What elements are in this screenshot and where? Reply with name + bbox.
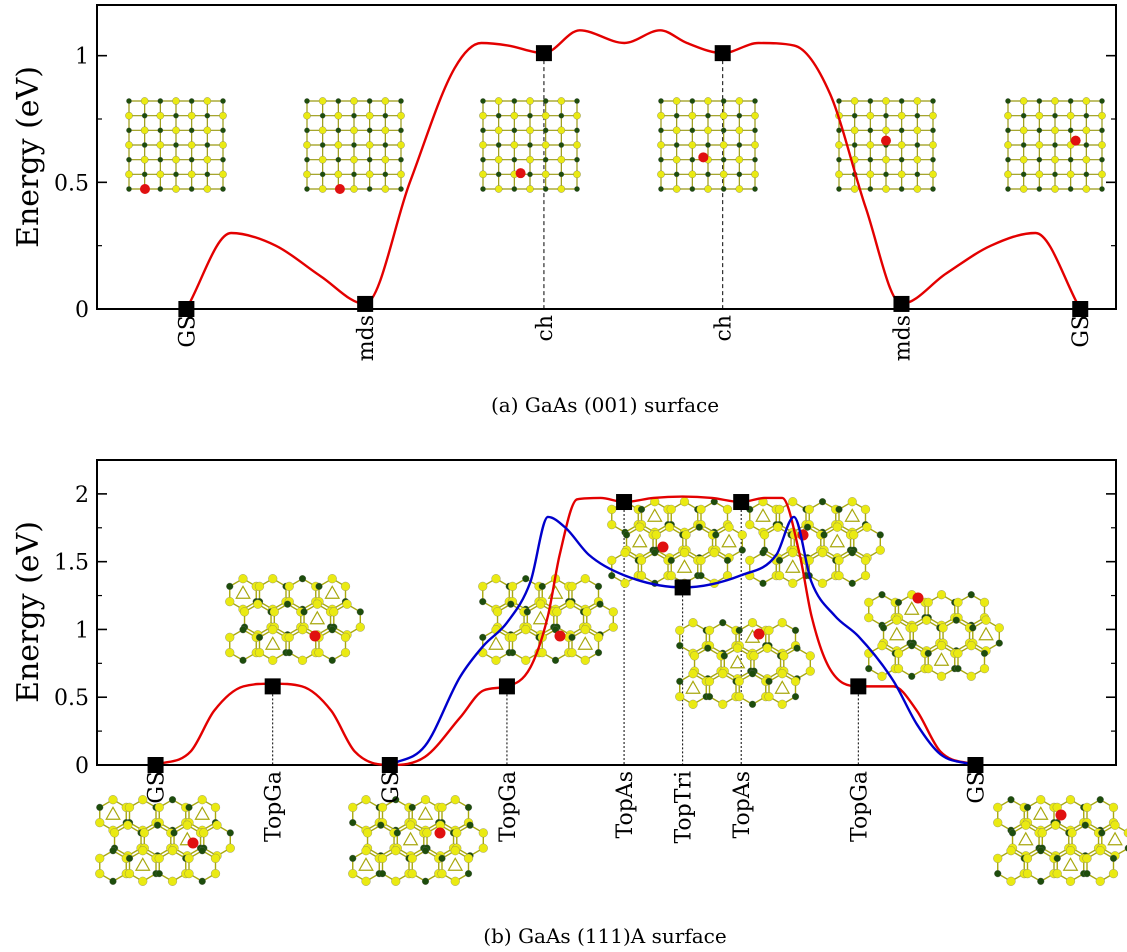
adatom-marker (1070, 135, 1081, 146)
x-tick-label: mds (890, 315, 915, 361)
y-tick-label: 1.5 (54, 551, 89, 576)
y-tick-label: 1 (75, 618, 89, 643)
x-tick-label: TopTri (672, 771, 697, 844)
adatom-marker (334, 184, 345, 194)
structure-inset (95, 795, 235, 886)
structure-insets-a (125, 97, 1106, 194)
structure-inset (348, 795, 488, 886)
structure-inset (657, 97, 759, 193)
series-line (185, 29, 1082, 310)
data-point-marker (616, 494, 633, 511)
data-point-marker (264, 678, 281, 695)
data-point-marker (178, 301, 195, 317)
data-point-marker (850, 678, 867, 695)
structure-inset (303, 97, 405, 194)
structure-inset (225, 574, 365, 665)
adatom-marker (881, 135, 891, 146)
data-point-marker (535, 45, 552, 62)
plot-frame-b (96, 459, 1117, 766)
x-tick-label: ch (712, 315, 737, 342)
structure-inset (864, 590, 1004, 681)
data-point-marker (381, 757, 398, 773)
structure-insets-b (95, 497, 1127, 886)
panel-a: 0 0.5 1 GS mds ch ch mds GS Energy (eV) (a) GaA… (11, 4, 1117, 417)
data-point-marker (674, 579, 691, 596)
structure-inset (479, 97, 581, 193)
panel-b: 0 0.5 1 1.5 2 GS TopGa GS TopGa TopAs TopTri TopAs… (11, 459, 1127, 948)
x-tick-label: GS (964, 771, 989, 804)
adatom-marker (698, 152, 709, 163)
structure-inset (125, 97, 227, 194)
y-tick-label: 0 (75, 754, 89, 779)
adatom-marker (434, 827, 446, 839)
x-tick-label: TopGa (262, 771, 287, 842)
y-tick-label: 0.5 (54, 171, 89, 196)
caption-a: (a) GaAs (001) surface (491, 393, 719, 417)
x-tick-label: GS (145, 771, 170, 804)
adatom-marker (753, 628, 765, 640)
x-tick-label: mds (354, 315, 379, 361)
adatom-marker (1055, 809, 1067, 821)
structure-inset (993, 795, 1127, 886)
data-point-marker (714, 45, 731, 62)
adatom-marker (912, 592, 924, 604)
data-point-marker (967, 757, 984, 773)
x-tick-label: GS (175, 315, 200, 348)
x-tick-label: TopAs (730, 771, 755, 838)
adatom-marker (657, 541, 669, 553)
adatom-marker (187, 837, 199, 849)
data-point-marker (498, 678, 515, 695)
y-axis-label-a: Energy (eV) (11, 66, 46, 248)
structure-inset (1004, 97, 1106, 193)
x-tick-label: TopAs (613, 771, 638, 838)
adatom-marker (139, 184, 150, 194)
series-line (155, 495, 976, 767)
x-tick-label: ch (533, 315, 558, 342)
structure-inset (607, 497, 747, 588)
plot-frame-a (96, 4, 1117, 310)
data-point-marker (893, 295, 910, 312)
x-tick-label: GS (1069, 315, 1094, 348)
structure-inset (675, 618, 815, 709)
y-axis-label-b: Energy (eV) (11, 521, 46, 703)
structure-inset (478, 574, 618, 665)
x-tick-label: GS (379, 771, 404, 804)
structure-inset (835, 97, 937, 193)
data-point-marker (357, 295, 374, 312)
adatom-marker (554, 630, 566, 642)
data-point-marker (733, 494, 750, 511)
data-point-marker (1072, 301, 1089, 317)
y-tick-label: 1 (75, 45, 89, 70)
adatom-marker (515, 168, 526, 179)
x-tick-label: TopGa (847, 771, 872, 842)
structure-inset (745, 497, 885, 588)
data-point-marker (147, 757, 164, 773)
x-tick-label: TopGa (496, 771, 521, 842)
adatom-marker (309, 630, 321, 642)
y-tick-label: 0.5 (54, 686, 89, 711)
y-tick-label: 2 (75, 483, 89, 508)
caption-b: (b) GaAs (111)A surface (483, 924, 726, 948)
y-tick-label: 0 (75, 298, 89, 323)
